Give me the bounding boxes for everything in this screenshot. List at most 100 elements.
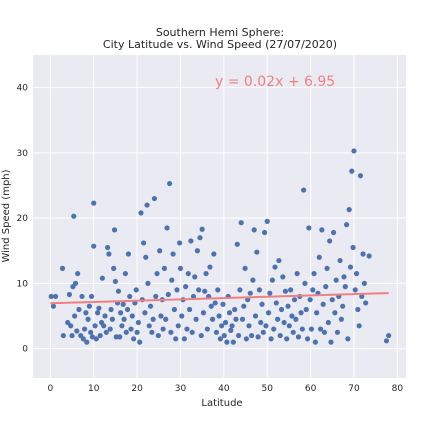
data-point [200,310,207,316]
data-point [208,303,214,309]
data-point [267,290,273,296]
y-axis-label: Wind Speed (mph) [1,169,12,262]
data-point [357,173,364,179]
data-point [286,323,292,329]
data-point [319,227,325,233]
data-point [301,187,307,193]
data-point [289,313,295,319]
data-point [302,280,308,286]
data-point [106,251,112,257]
x-tick-label: 0 [47,384,53,394]
data-point [97,332,103,339]
data-point [303,306,309,313]
data-point [311,270,317,277]
data-point [288,287,294,293]
data-point [197,235,203,241]
data-point [193,316,199,322]
data-point [169,277,175,283]
data-point [155,332,161,339]
plot-area [33,55,406,378]
data-point [248,332,255,339]
data-point [228,327,234,333]
data-point [125,251,132,257]
data-point [158,313,164,319]
data-point [107,326,113,332]
data-point [340,303,346,309]
data-point [337,257,343,264]
data-point [280,274,286,280]
data-point [59,265,66,271]
data-point [101,323,107,329]
data-point [272,264,278,270]
data-point [350,244,356,251]
data-point [121,316,127,322]
data-point [105,244,111,251]
data-point [355,306,361,313]
data-point [144,202,150,208]
data-point [282,288,289,294]
data-point [275,316,281,322]
data-point [151,195,158,202]
data-point [262,229,268,236]
data-point [209,316,216,322]
data-point [230,339,236,345]
data-point [342,284,348,290]
x-tick-label: 10 [88,384,100,394]
data-point [254,249,260,255]
data-point [128,326,134,332]
data-point [226,310,233,316]
data-point [298,310,304,316]
data-point [99,275,105,281]
data-point [363,300,369,306]
data-point [92,323,98,329]
data-point [245,297,251,303]
data-point [185,270,191,277]
data-point [304,336,311,342]
regression-equation: y = 0.02x + 6.95 [215,74,335,90]
data-point [255,334,261,340]
data-point [216,313,222,319]
data-point [238,220,244,226]
data-point [211,251,217,257]
data-point [284,336,290,342]
y-tick-label: 40 [17,84,29,94]
data-point [96,305,102,311]
y-tick-label: 20 [17,214,29,224]
data-point [108,306,114,313]
data-point [88,329,94,335]
data-point [219,323,225,329]
data-point [183,284,189,290]
data-point [74,328,80,334]
data-point [323,284,329,290]
data-point [256,287,263,293]
data-point [341,274,347,280]
data-point [131,336,137,342]
data-point [142,310,148,316]
data-point [329,297,335,303]
data-point [285,303,291,309]
data-point [264,218,270,224]
data-point [71,213,77,219]
data-point [263,323,269,329]
data-point [122,270,128,277]
data-point [217,336,223,342]
data-point [88,293,95,300]
data-point [314,310,320,316]
data-point [234,241,240,247]
x-tick-label: 40 [218,384,230,394]
data-point [149,329,155,335]
data-point [145,280,151,286]
data-point [328,339,334,345]
data-point [115,288,122,294]
data-point [273,300,279,306]
data-point [175,323,181,329]
data-point [212,300,218,306]
data-point [307,297,313,303]
data-point [310,287,316,293]
data-point [161,265,168,271]
data-point [251,227,257,233]
data-point [79,293,85,300]
data-point [324,265,330,271]
x-tick-label: 80 [392,384,404,394]
data-point [186,306,193,313]
